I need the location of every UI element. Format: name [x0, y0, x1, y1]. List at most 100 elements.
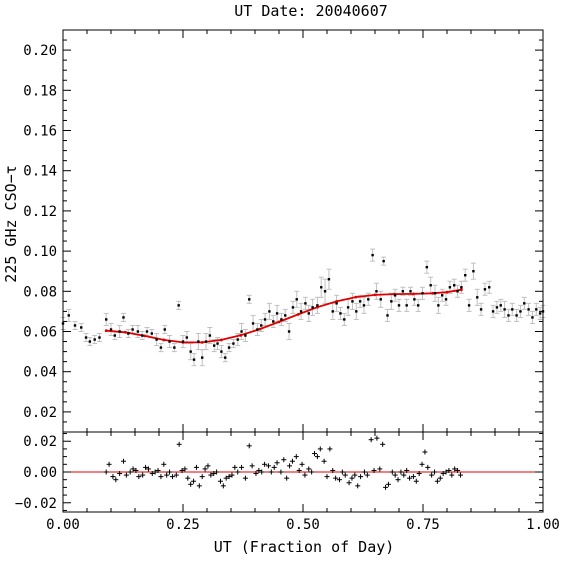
data-point	[268, 310, 271, 313]
residual-point	[355, 483, 361, 489]
residual-point	[113, 477, 119, 483]
x-tick-label: 0.75	[406, 517, 440, 533]
residual-point	[229, 472, 235, 478]
data-point	[136, 330, 140, 333]
residual-point	[268, 469, 274, 475]
residual-point	[457, 472, 463, 478]
residual-point	[205, 463, 211, 469]
fit-marker	[445, 290, 449, 294]
data-point	[488, 286, 491, 289]
data-point	[185, 336, 189, 339]
data-point	[538, 312, 542, 315]
residual-point	[130, 466, 136, 472]
residual-point	[302, 472, 308, 478]
residual-point	[120, 458, 126, 464]
residual-point	[377, 466, 383, 472]
data-point	[335, 302, 338, 305]
data-point	[177, 304, 180, 307]
data-point	[155, 338, 158, 341]
residual-point	[306, 466, 312, 472]
data-point	[472, 270, 475, 273]
data-point	[397, 304, 401, 307]
data-point	[311, 306, 314, 309]
data-point	[272, 320, 275, 323]
residual-point	[278, 469, 284, 475]
residual-point	[242, 475, 248, 481]
data-point	[304, 302, 307, 305]
fit-marker	[220, 338, 223, 342]
data-point	[453, 284, 456, 287]
fit-marker	[124, 330, 127, 334]
residual-point	[440, 471, 446, 477]
y-tick-label: 0.18	[23, 83, 57, 99]
x-tick-label: 0.50	[286, 517, 320, 533]
residual-point	[253, 471, 259, 477]
data-point	[118, 330, 121, 333]
residual-point	[256, 467, 262, 473]
data-point	[479, 308, 483, 311]
residual-point	[164, 472, 170, 478]
data-point	[224, 356, 227, 359]
data-point	[220, 350, 223, 353]
residual-point	[425, 464, 431, 470]
top-panel: 0.02 0.04 0.06 0.08 0.10 0.12 0.14 0.16 0.18 0.20	[23, 29, 546, 433]
data-point	[429, 284, 432, 287]
fit-marker	[373, 293, 377, 297]
data-point	[232, 342, 235, 345]
data-point	[263, 318, 267, 321]
y-tick-label: 0.16	[23, 124, 57, 140]
data-point	[362, 304, 366, 307]
residual-point	[145, 466, 151, 472]
residual-point	[262, 461, 268, 467]
y-tick-label: 0.04	[23, 365, 57, 381]
fit-marker	[104, 329, 108, 333]
data-point	[343, 318, 346, 321]
fit-marker	[239, 333, 243, 337]
data-point	[358, 300, 362, 303]
residual-point	[169, 474, 175, 480]
residual-point	[371, 467, 377, 473]
fit-marker	[143, 334, 147, 338]
residual-point	[309, 469, 315, 475]
y-tick-label: 0.12	[23, 204, 57, 220]
data-point	[145, 330, 149, 333]
data-point	[355, 310, 358, 313]
data-point	[409, 290, 412, 293]
data-point	[197, 340, 200, 343]
data-point	[320, 286, 323, 289]
data-point	[105, 318, 108, 321]
residual-point	[223, 475, 229, 481]
data-point	[173, 346, 176, 349]
residual-point	[437, 475, 443, 481]
residual-point	[284, 475, 290, 481]
data-point	[93, 338, 96, 341]
x-tick-label: 0.25	[166, 517, 200, 533]
residual-point	[274, 460, 280, 466]
residual-point	[149, 471, 155, 477]
residual-point	[339, 469, 345, 475]
data-point	[491, 310, 495, 313]
data-point	[316, 304, 319, 307]
data-point	[535, 308, 538, 311]
residual-point	[429, 472, 435, 478]
data-point	[401, 290, 405, 293]
fit-marker	[162, 338, 166, 342]
residual-point	[235, 469, 241, 475]
residual-point	[312, 451, 318, 457]
residual-point	[342, 472, 348, 478]
data-point	[80, 326, 83, 329]
x-tick-label: 1.00	[526, 517, 560, 533]
residual-point	[259, 469, 265, 475]
data-point	[456, 290, 459, 293]
residual-point	[368, 437, 374, 443]
data-point	[371, 253, 374, 257]
residual-point	[410, 474, 416, 480]
residual-point	[407, 475, 413, 481]
data-point	[413, 298, 416, 301]
residual-point	[193, 464, 199, 470]
data-point	[503, 308, 506, 311]
data-point	[201, 356, 204, 359]
residual-point	[383, 484, 389, 490]
residual-point	[133, 467, 139, 473]
